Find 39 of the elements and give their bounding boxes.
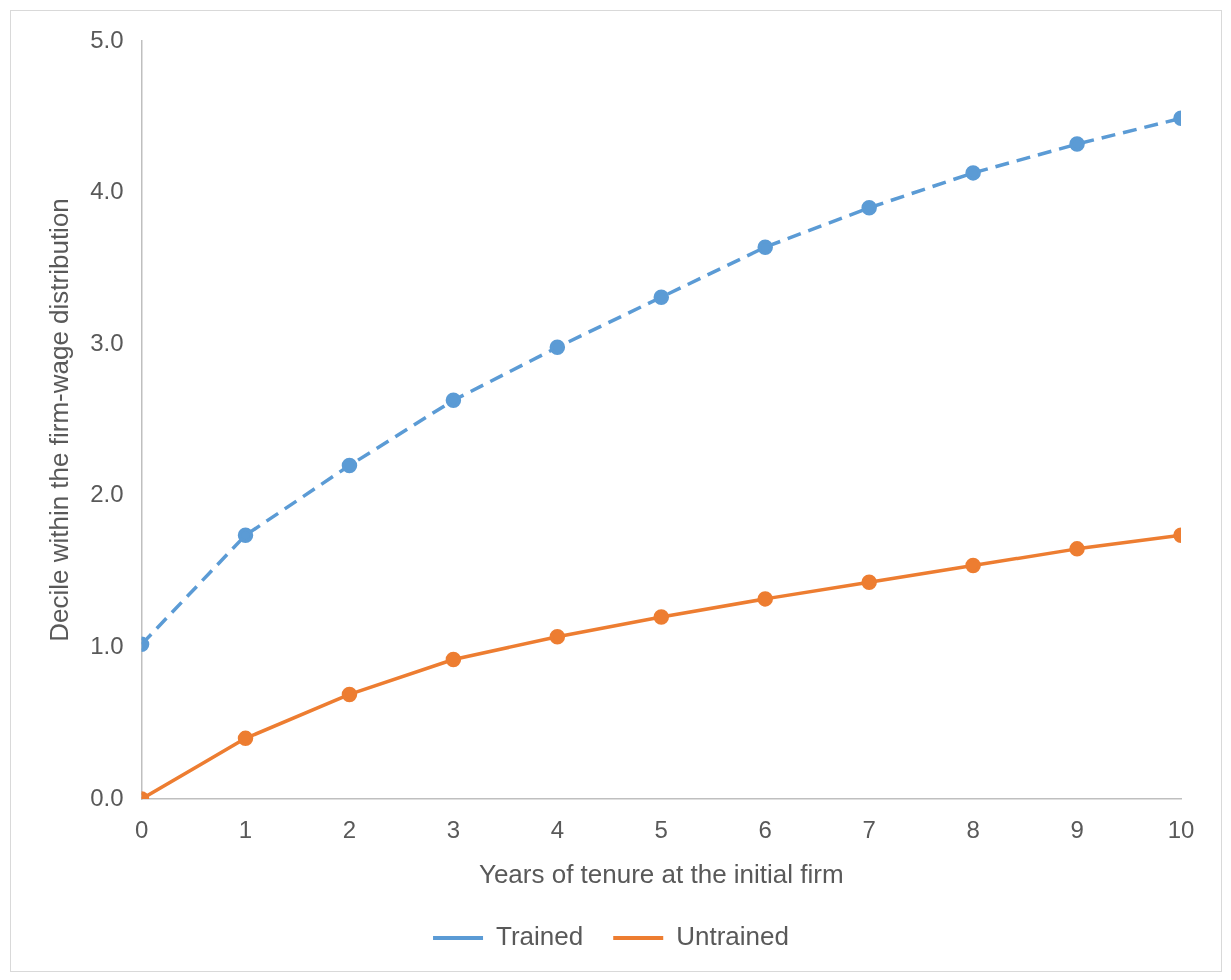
y-tick-label: 1.0 <box>90 632 124 660</box>
y-tick-label: 2.0 <box>90 480 124 508</box>
x-tick-label: 1 <box>238 816 253 844</box>
point <box>445 651 462 668</box>
point <box>653 289 670 305</box>
x-tick-label: 0 <box>134 816 149 844</box>
point <box>965 557 981 574</box>
legend-label: Untrained <box>676 921 789 952</box>
point <box>861 200 877 216</box>
legend-label: Trained <box>496 921 584 952</box>
y-tick-label: 3.0 <box>90 328 124 356</box>
point <box>1069 541 1085 557</box>
x-tick-label: 6 <box>758 816 772 844</box>
point <box>341 686 358 703</box>
point <box>1069 136 1085 152</box>
point <box>757 591 773 607</box>
point <box>757 239 773 255</box>
point <box>549 339 566 355</box>
point <box>653 609 670 625</box>
point <box>237 730 254 747</box>
y-tick-label: 0.0 <box>90 783 124 811</box>
y-axis-title: Decile within the firm-wage distribution <box>43 198 74 642</box>
x-tick-label: 9 <box>1070 816 1084 844</box>
x-tick-label: 10 <box>1167 816 1195 844</box>
x-tick-label: 8 <box>966 816 980 844</box>
y-tick-label: 5.0 <box>90 25 124 53</box>
y-tick-label: 4.0 <box>90 177 124 205</box>
point <box>237 527 254 543</box>
x-tick-label: 2 <box>342 816 357 844</box>
x-tick-label: 3 <box>446 816 461 844</box>
point <box>445 392 462 409</box>
point <box>549 629 566 645</box>
point <box>965 165 981 181</box>
point <box>341 457 358 474</box>
x-tick-label: 5 <box>654 816 668 844</box>
point <box>861 574 877 590</box>
x-tick-label: 7 <box>862 816 876 844</box>
x-tick-label: 4 <box>550 816 565 844</box>
x-axis-title: Years of tenure at the initial firm <box>478 858 844 889</box>
